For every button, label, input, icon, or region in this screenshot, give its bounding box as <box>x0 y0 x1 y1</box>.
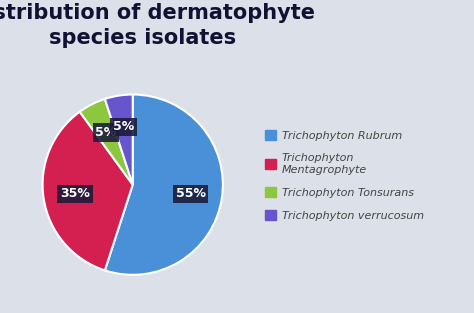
Text: 35%: 35% <box>60 187 90 200</box>
Text: Distribution of dermatophyte
species isolates: Distribution of dermatophyte species iso… <box>0 3 315 48</box>
Wedge shape <box>80 99 133 185</box>
Wedge shape <box>43 112 133 270</box>
Wedge shape <box>105 95 223 275</box>
Legend: Trichophyton Rubrum, Trichophyton
Mentagrophyte, Trichophyton Tonsurans, Trichop: Trichophyton Rubrum, Trichophyton Mentag… <box>261 126 428 225</box>
Text: 55%: 55% <box>175 187 206 200</box>
Text: 5%: 5% <box>95 126 117 139</box>
Wedge shape <box>105 95 133 185</box>
Text: 5%: 5% <box>113 120 134 133</box>
